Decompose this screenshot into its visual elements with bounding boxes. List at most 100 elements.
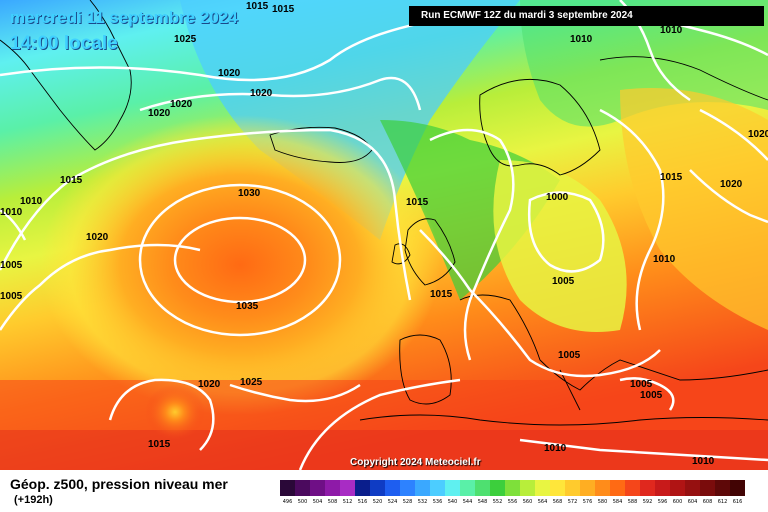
scale-swatch: 520 [370, 480, 385, 505]
scale-tick-label: 552 [492, 499, 503, 505]
scale-tick-label: 536 [432, 499, 443, 505]
isobar-label: 1010 [570, 34, 593, 45]
isobar-label: 1020 [218, 68, 241, 79]
scale-swatch: 500 [295, 480, 310, 505]
scale-tick-label: 580 [597, 499, 608, 505]
isobar-label: 1005 [558, 350, 581, 361]
scale-swatch: 616 [730, 480, 745, 505]
scale-swatch: 592 [640, 480, 655, 505]
scale-swatch: 604 [685, 480, 700, 505]
scale-swatch: 532 [415, 480, 430, 505]
forecast-time: 14:00 locale [10, 33, 118, 54]
scale-swatch: 544 [460, 480, 475, 505]
scale-swatch: 568 [550, 480, 565, 505]
scale-swatch: 576 [580, 480, 595, 505]
isobar-label: 1005 [552, 276, 575, 287]
scale-swatch: 588 [625, 480, 640, 505]
isobar-label: 1015 [430, 289, 453, 300]
isobar-label: 1010 [653, 254, 676, 265]
isobar-label: 1015 [406, 197, 429, 208]
scale-swatch: 516 [355, 480, 370, 505]
scale-tick-label: 516 [357, 499, 368, 505]
isobar-label: 1020 [720, 179, 743, 190]
scale-tick-label: 508 [327, 499, 338, 505]
isobar-label: 1015 [272, 4, 295, 15]
scale-tick-label: 528 [402, 499, 413, 505]
scale-swatch: 504 [310, 480, 325, 505]
scale-swatch: 540 [445, 480, 460, 505]
scale-swatch: 564 [535, 480, 550, 505]
scale-tick-label: 568 [552, 499, 563, 505]
scale-swatch: 512 [340, 480, 355, 505]
isobar-label: 1005 [0, 291, 23, 302]
isobar-label: 1020 [148, 108, 171, 119]
scale-tick-label: 588 [627, 499, 638, 505]
scale-swatch: 584 [610, 480, 625, 505]
scale-swatch: 580 [595, 480, 610, 505]
isobar-label: 1025 [240, 377, 263, 388]
isobar-label: 1020 [198, 379, 221, 390]
forecast-date: mercredi 11 septembre 2024 [10, 8, 238, 27]
isobar-label: 1020 [86, 232, 109, 243]
isobar-label: 1000 [546, 192, 569, 203]
variable-label: Géop. z500, pression niveau mer [10, 476, 228, 492]
scale-swatch: 496 [280, 480, 295, 505]
scale-tick-label: 592 [642, 499, 653, 505]
scale-tick-label: 600 [672, 499, 683, 505]
scale-swatch: 548 [475, 480, 490, 505]
scale-tick-label: 584 [612, 499, 623, 505]
scale-tick-label: 540 [447, 499, 458, 505]
scale-swatch: 608 [700, 480, 715, 505]
isobar-label: 1010 [692, 456, 715, 467]
isobar-label: 1035 [236, 301, 259, 312]
isobar-label: 1025 [174, 34, 197, 45]
scale-tick-label: 532 [417, 499, 428, 505]
scale-swatch: 536 [430, 480, 445, 505]
scale-tick-label: 612 [717, 499, 728, 505]
isobar-label: 1030 [238, 188, 261, 199]
scale-swatch: 600 [670, 480, 685, 505]
scale-tick-label: 504 [312, 499, 323, 505]
isobar-labels: 1015 101510251020102010201020101010151010… [0, 1, 768, 467]
scale-swatch: 560 [520, 480, 535, 505]
isobar-label: 1005 [0, 260, 23, 271]
model-run-label: Run ECMWF 12Z du mardi 3 septembre 2024 [409, 6, 764, 26]
scale-tick-label: 496 [282, 499, 293, 505]
isobar-label: 1005 [630, 379, 653, 390]
color-scale: 496 500 504 508 512 516 520 524 528 532 536 540 544 5… [280, 480, 745, 505]
scale-swatch: 572 [565, 480, 580, 505]
scale-tick-label: 572 [567, 499, 578, 505]
isobar-label: 1020 [250, 88, 273, 99]
scale-tick-label: 520 [372, 499, 383, 505]
scale-tick-label: 512 [342, 499, 353, 505]
scale-tick-label: 564 [537, 499, 548, 505]
scale-tick-label: 604 [687, 499, 698, 505]
scale-swatch: 528 [400, 480, 415, 505]
isobar-label: 1015 [660, 172, 683, 183]
scale-tick-label: 548 [477, 499, 488, 505]
isobar-label: 1015 [60, 175, 83, 186]
isobar-label: 1020 [170, 99, 193, 110]
lead-time-label: (+192h) [14, 494, 53, 506]
scale-swatch: 552 [490, 480, 505, 505]
legend-footer: Géop. z500, pression niveau mer (+192h) … [0, 470, 768, 512]
isobar-label: 1020 [748, 129, 768, 140]
isobar-label: 1015 [148, 439, 171, 450]
isobar-label: 1015 [246, 1, 269, 12]
isobar-label: 1005 [640, 390, 663, 401]
scale-tick-label: 596 [657, 499, 668, 505]
scale-swatch: 596 [655, 480, 670, 505]
isobar-label: 1010 [0, 207, 23, 218]
scale-tick-label: 560 [522, 499, 533, 505]
geopotential-map: 1015 101510251020102010201020101010151010… [0, 0, 768, 470]
copyright-notice: Copyright 2024 Meteociel.fr [350, 457, 481, 468]
isobar-label: 1010 [660, 25, 683, 36]
scale-tick-label: 500 [297, 499, 308, 505]
scale-tick-label: 616 [732, 499, 743, 505]
scale-tick-label: 576 [582, 499, 593, 505]
scale-tick-label: 608 [702, 499, 713, 505]
isobar-label: 1010 [544, 443, 567, 454]
scale-tick-label: 524 [387, 499, 398, 505]
scale-swatch: 612 [715, 480, 730, 505]
